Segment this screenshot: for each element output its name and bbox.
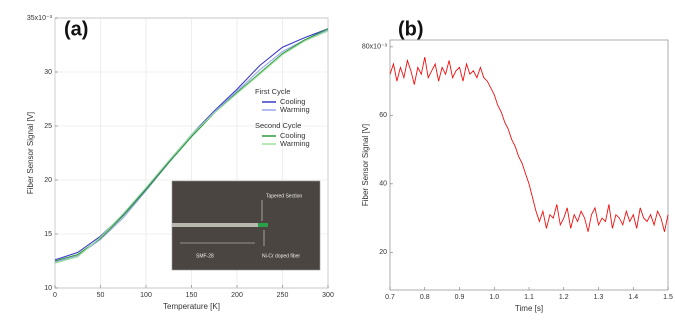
legend-label: Warming [280,105,310,114]
x-tick-label: 150 [186,292,198,299]
data-line [54,30,329,264]
y-tick-label: 20 [44,177,52,184]
x-tick-label: 0 [53,292,57,299]
x-tick-label: 0.9 [455,294,465,301]
data-line [389,57,669,232]
y-tick-label: 60 [379,112,387,119]
inset-label: Ni-Cr doped fiber [262,253,300,259]
y-tick-label: 25 [44,123,52,130]
x-tick-label: 200 [231,292,243,299]
y-axis-title: Fiber Sensor Signal [V] [361,124,370,206]
y-tick-label: 40 [379,181,387,188]
x-tick-label: 50 [97,292,105,299]
x-tick-label: 0.7 [385,294,395,301]
x-axis-title: Temperature [K] [163,302,220,311]
y-axis-title: Fiber Sensor Signal [V] [26,112,35,194]
y-tick-label: 20 [379,249,387,256]
legend-group-title: First Cycle [255,87,290,96]
x-tick-label: 100 [140,292,152,299]
legend-group-title: Second Cycle [255,121,301,130]
x-tick-label: 1.4 [628,294,638,301]
inset-label: Tapered Section [266,193,302,199]
panel-label: (b) [398,18,424,40]
y-tick-label: 80x10⁻³ [362,44,388,51]
inset-photo: Tapered Section SMF-28 Ni-Cr doped fiber [171,180,321,271]
x-tick-label: 1.3 [594,294,604,301]
fiber [172,223,264,227]
fiber-doped [258,223,268,227]
x-tick-label: 1.0 [489,294,499,301]
x-tick-label: 1.2 [559,294,569,301]
data-line [54,28,329,262]
y-tick-label: 10 [44,285,52,292]
inset-label: SMF-28 [196,253,214,259]
x-tick-label: 1.5 [663,294,673,301]
y-tick-label: 15 [44,231,52,238]
x-tick-label: 250 [277,292,289,299]
panel-label: (a) [64,18,88,40]
y-tick-label: 35x10⁻³ [27,15,53,22]
x-axis-title: Time [s] [515,304,543,313]
legend-label: Cooling [280,97,305,106]
legend-label: Warming [280,139,310,148]
legend-label: Cooling [280,131,305,140]
x-tick-label: 300 [322,292,334,299]
data-line [54,29,329,263]
plot-area [389,39,669,291]
y-tick-label: 30 [44,69,52,76]
x-tick-label: 0.8 [420,294,430,301]
x-tick-label: 1.1 [524,294,534,301]
